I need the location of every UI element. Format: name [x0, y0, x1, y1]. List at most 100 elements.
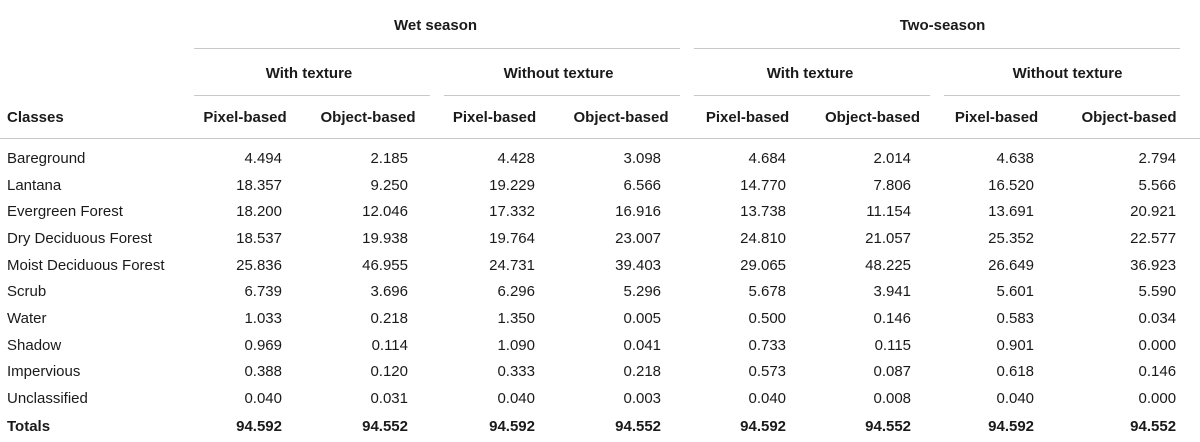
- value-cell: 13.691: [988, 203, 1035, 221]
- method-header: Object-based: [1058, 96, 1200, 139]
- value-cell: 24.731: [489, 256, 535, 274]
- value-cell: 17.332: [489, 203, 535, 221]
- value-cell: 5.590: [1138, 283, 1177, 301]
- value-cell: 16.520: [988, 176, 1035, 194]
- value-cell: 1.090: [497, 336, 535, 354]
- value-cell: 0.034: [1138, 309, 1177, 327]
- value-cell: 5.601: [996, 283, 1035, 301]
- table-row: Water 1.033 0.218 1.350 0.005 0.500 0.146 0.583…: [0, 305, 1200, 332]
- value-cell: 0.573: [748, 363, 787, 381]
- value-cell: 2.794: [1138, 149, 1177, 167]
- total-value-cell: 94.552: [615, 418, 662, 436]
- value-cell: 0.146: [1138, 363, 1177, 381]
- rule-wet-without: [444, 95, 680, 96]
- value-cell: 5.566: [1138, 176, 1177, 194]
- value-cell: 2.014: [873, 149, 912, 167]
- value-cell: 19.764: [489, 229, 535, 247]
- value-cell: 21.057: [865, 229, 912, 247]
- method-header: Pixel-based: [432, 96, 557, 139]
- value-cell: 0.114: [371, 336, 408, 354]
- value-cell: 0.041: [623, 336, 662, 354]
- value-cell: 16.916: [615, 203, 662, 221]
- value-cell: 0.733: [748, 336, 787, 354]
- rule-wet-season: [194, 48, 680, 49]
- rule-wet-with: [194, 95, 430, 96]
- texture-header-two-without: Without texture: [1012, 64, 1123, 82]
- value-cell: 6.739: [244, 283, 282, 301]
- value-cell: 9.250: [370, 176, 408, 194]
- season-header-wet: Wet season: [393, 16, 478, 34]
- value-cell: 0.040: [996, 390, 1035, 408]
- value-cell: 24.810: [740, 229, 787, 247]
- value-cell: 13.738: [740, 203, 787, 221]
- value-cell: 0.040: [748, 390, 787, 408]
- method-header: Pixel-based: [935, 96, 1059, 139]
- value-cell: 19.229: [489, 176, 535, 194]
- class-name-cell: Unclassified: [7, 390, 88, 408]
- class-name-cell: Bareground: [7, 149, 86, 167]
- class-name-cell: Scrub: [7, 283, 47, 301]
- value-cell: 22.577: [1130, 229, 1177, 247]
- empty-corner: [0, 0, 186, 50]
- value-cell: 0.388: [244, 363, 282, 381]
- value-cell: 0.500: [748, 309, 787, 327]
- value-cell: 48.225: [865, 256, 912, 274]
- empty-corner: [0, 50, 186, 96]
- value-cell: 12.046: [362, 203, 408, 221]
- value-cell: 1.350: [497, 309, 535, 327]
- season-header-two: Two-season: [899, 16, 986, 34]
- value-cell: 0.005: [623, 309, 662, 327]
- classes-column-header: Classes: [0, 96, 186, 139]
- value-cell: 3.941: [873, 283, 912, 301]
- class-name-cell: Impervious: [7, 363, 81, 381]
- value-cell: 0.031: [370, 390, 408, 408]
- value-cell: 39.403: [615, 256, 662, 274]
- table-row: Lantana 18.357 9.250 19.229 6.566 14.770 7.806…: [0, 172, 1200, 199]
- total-value-cell: 94.592: [988, 418, 1035, 436]
- value-cell: 4.684: [748, 149, 787, 167]
- table-row: Scrub 6.739 3.696 6.296 5.296 5.678 3.941 5.601…: [0, 278, 1200, 305]
- value-cell: 7.806: [873, 176, 912, 194]
- value-cell: 18.537: [236, 229, 282, 247]
- value-cell: 5.296: [623, 283, 662, 301]
- value-cell: 0.115: [874, 336, 912, 354]
- value-cell: 2.185: [370, 149, 408, 167]
- rule-two-season: [694, 48, 1180, 49]
- value-cell: 3.696: [370, 283, 408, 301]
- table-row: Evergreen Forest 18.200 12.046 17.332 16.916…: [0, 198, 1200, 225]
- value-cell: 0.333: [497, 363, 535, 381]
- table-row: Dry Deciduous Forest 18.537 19.938 19.764 23…: [0, 225, 1200, 252]
- value-cell: 0.003: [623, 390, 662, 408]
- value-cell: 6.566: [623, 176, 662, 194]
- value-cell: 26.649: [988, 256, 1035, 274]
- class-name-cell: Shadow: [7, 336, 62, 354]
- value-cell: 0.969: [244, 336, 282, 354]
- value-cell: 0.218: [370, 309, 408, 327]
- value-cell: 1.033: [244, 309, 282, 327]
- totals-row: Totals 94.592 94.552 94.592 94.552 94.592 94.5…: [0, 412, 1200, 442]
- rule-two-with: [694, 95, 930, 96]
- table-row: Bareground 4.494 2.185 4.428 3.098 4.684 2.014…: [0, 139, 1200, 172]
- value-cell: 0.087: [873, 363, 912, 381]
- value-cell: 6.296: [497, 283, 535, 301]
- value-cell: 11.154: [866, 203, 912, 221]
- method-header: Object-based: [304, 96, 432, 139]
- value-cell: 4.638: [996, 149, 1035, 167]
- class-name-cell: Moist Deciduous Forest: [7, 256, 165, 274]
- total-value-cell: 94.592: [236, 418, 282, 436]
- rule-two-without: [944, 95, 1180, 96]
- texture-header-two-with: With texture: [766, 64, 854, 82]
- texture-header-wet-with: With texture: [265, 64, 353, 82]
- total-value-cell: 94.592: [740, 418, 787, 436]
- class-name-cell: Evergreen Forest: [7, 203, 123, 221]
- value-cell: 0.040: [497, 390, 535, 408]
- value-cell: 29.065: [740, 256, 787, 274]
- class-name-cell: Dry Deciduous Forest: [7, 229, 153, 247]
- value-cell: 3.098: [623, 149, 662, 167]
- totals-label: Totals: [7, 418, 51, 436]
- class-name-cell: Water: [7, 309, 47, 327]
- class-name-cell: Lantana: [7, 176, 62, 194]
- value-cell: 4.494: [244, 149, 282, 167]
- value-cell: 18.200: [236, 203, 282, 221]
